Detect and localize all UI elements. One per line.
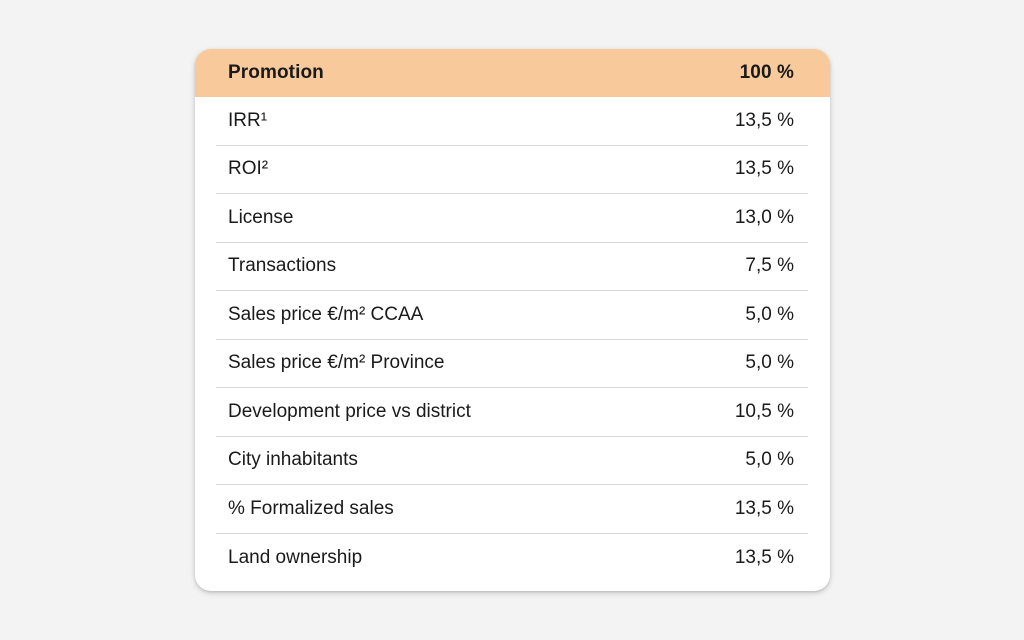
table-row: ROI² 13,5 % [216, 146, 808, 194]
row-value: 13,5 % [734, 109, 794, 131]
row-value: 5,0 % [745, 352, 794, 374]
row-label: Transactions [228, 255, 337, 277]
row-value: 5,0 % [745, 303, 794, 325]
row-label: Land ownership [228, 546, 363, 568]
row-label: Sales price €/m² CCAA [228, 303, 424, 325]
row-value: 7,5 % [745, 255, 794, 277]
table-row: IRR¹ 13,5 % [216, 97, 808, 146]
row-label: License [228, 206, 294, 228]
table-row: Land ownership 13,5 % [216, 534, 808, 583]
row-label: Development price vs district [228, 400, 471, 422]
row-label: ROI² [228, 158, 269, 180]
table-row: Development price vs district 10,5 % [216, 388, 808, 437]
row-value: 13,5 % [734, 158, 794, 180]
table-header: Promotion 100 % [195, 49, 830, 97]
row-label: City inhabitants [228, 449, 358, 471]
table-row: License 13,0 % [216, 194, 808, 243]
header-label: Promotion [228, 62, 324, 83]
row-label: Sales price €/m² Province [228, 352, 445, 374]
row-label: % Formalized sales [228, 497, 394, 519]
table-row: City inhabitants 5,0 % [216, 437, 808, 485]
table-body: IRR¹ 13,5 % ROI² 13,5 % License 13,0 % T… [195, 97, 830, 582]
weights-table-card: Promotion 100 % IRR¹ 13,5 % ROI² 13,5 % … [195, 49, 830, 591]
row-value: 10,5 % [734, 400, 794, 422]
table-row: Transactions 7,5 % [216, 243, 808, 291]
row-value: 13,0 % [734, 206, 794, 228]
table-row: Sales price €/m² Province 5,0 % [216, 340, 808, 388]
table-row: Sales price €/m² CCAA 5,0 % [216, 291, 808, 340]
table-row: % Formalized sales 13,5 % [216, 485, 808, 534]
header-value: 100 % [739, 62, 794, 83]
row-value: 13,5 % [734, 497, 794, 519]
row-value: 5,0 % [745, 449, 794, 471]
row-label: IRR¹ [228, 109, 268, 131]
row-value: 13,5 % [734, 546, 794, 568]
